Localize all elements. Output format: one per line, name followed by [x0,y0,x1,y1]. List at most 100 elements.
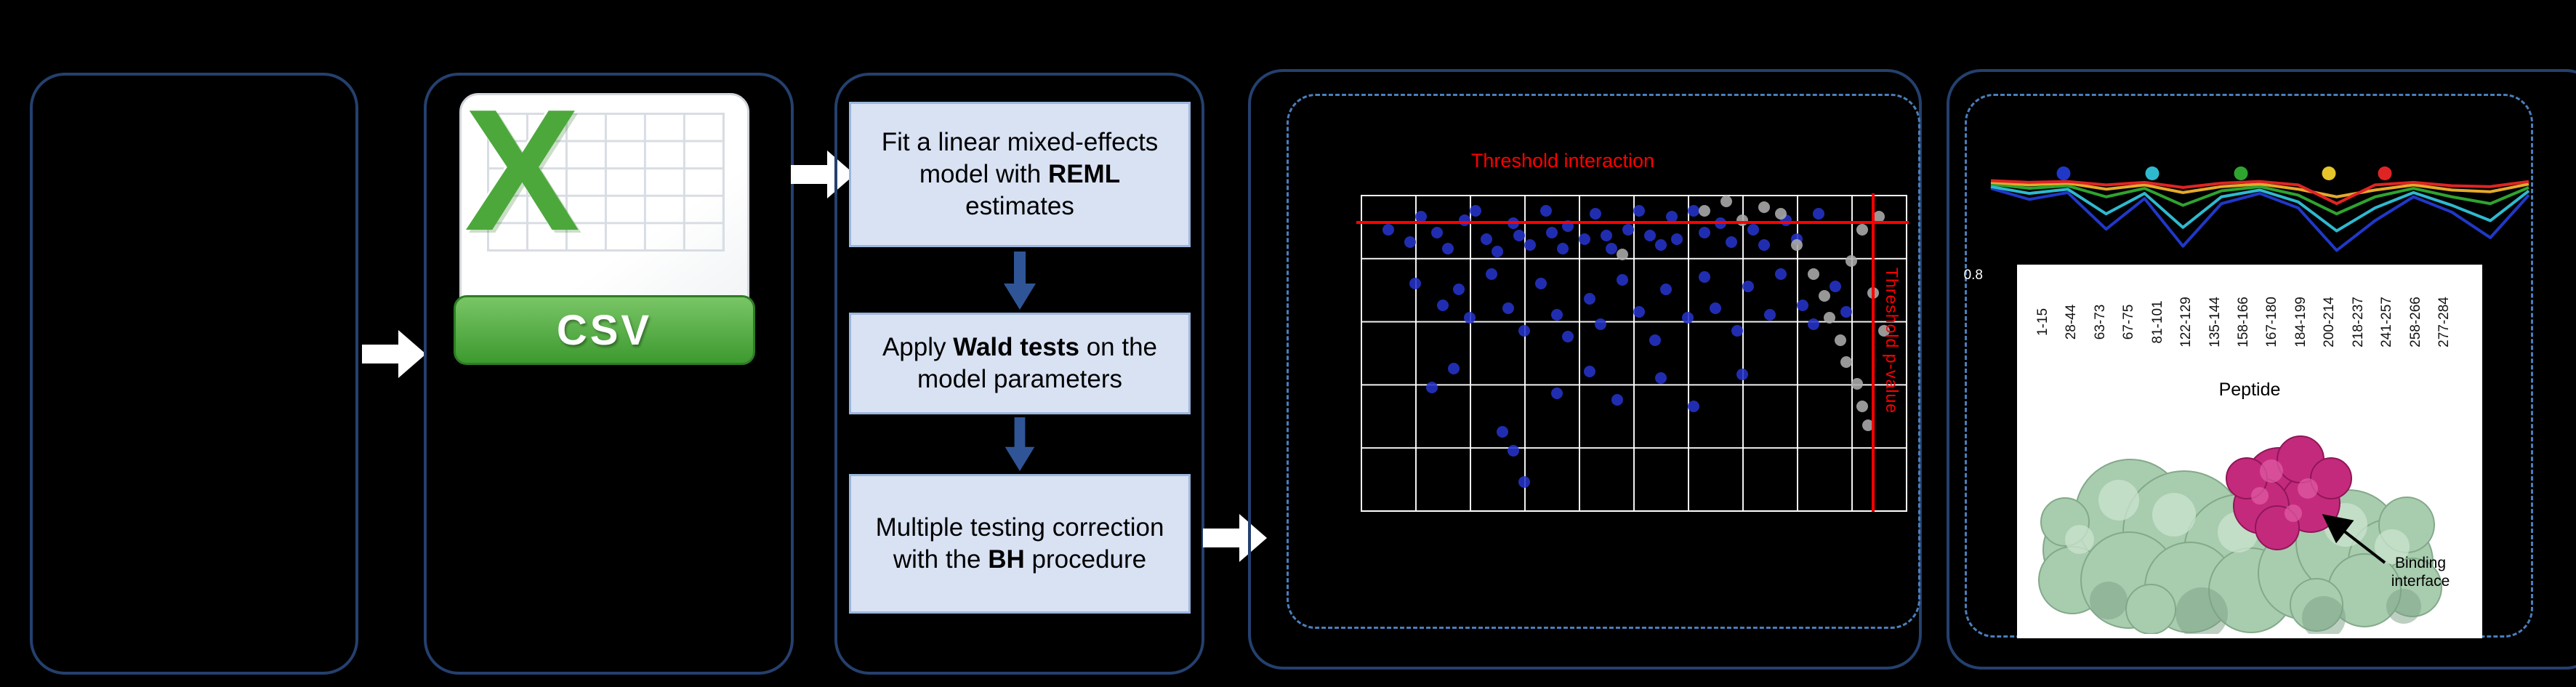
scatter-point [1796,299,1808,311]
deuterium-uptake-chart [1991,156,2529,278]
scatter-point [1698,270,1710,283]
scatter-point [1551,387,1563,400]
csv-banner: CSV [454,295,755,365]
scatter-point [1878,324,1890,337]
peptide-tick-label: 184-199 [2293,297,2309,347]
flow-arrow-right-3 [1203,514,1267,562]
timepoint-dot [2056,166,2071,180]
binding-site-magenta [2226,435,2352,550]
peptide-axis-title: Peptide [2218,379,2281,400]
scatter-point [1698,227,1710,239]
scatter-point [1807,318,1819,330]
scatter-point [1584,293,1595,305]
scatter-point [1665,211,1678,223]
uptake-series-line [1991,187,2529,231]
threshold-interaction-label: Threshold interaction [1470,150,1655,172]
scatter-point [1660,284,1672,296]
scatter-point [1840,356,1852,369]
scatter-point [1720,195,1732,207]
scatter-point [1480,233,1492,245]
scatter-point [1643,230,1656,242]
flow-arrow-right-1 [362,330,426,378]
scatter-point [1654,239,1667,252]
scatter-point [1731,324,1743,337]
binding-interface-arrow [2322,514,2386,564]
arrow-shape [1004,252,1036,310]
scatter-point [1502,302,1514,315]
scatter-point [1611,394,1623,406]
scatter-point [1813,208,1824,220]
scatter-point [1872,211,1885,223]
peptide-tick-label: 258-266 [2407,297,2423,347]
flow-arrow-right-2 [791,150,855,198]
panel-step5-outer [1947,69,2576,670]
step-text-pre: Fit a linear mixed-effects model with [881,128,1159,189]
scatter-point [1861,419,1874,431]
scatter-point [1382,223,1394,236]
scatter-point [1431,227,1443,239]
scatter-point [1524,239,1536,252]
scatter-point [1469,204,1481,217]
scatter-point [1447,362,1460,374]
scatter-point [1763,308,1776,321]
scatter-point [1600,230,1612,242]
panel-step4-results-plot [1248,69,1922,670]
scatter-point [1556,242,1569,254]
scatter-point [1436,299,1449,311]
scatter-point [1818,289,1830,302]
scatter-point [1584,366,1595,378]
step-text-post: procedure [1024,545,1147,574]
scatter-point [1464,312,1476,324]
peptide-tick-label: 158-166 [2236,297,2252,347]
scatter-point [1758,239,1770,252]
timepoint-dot [2378,166,2392,180]
timepoint-dots [1991,156,2529,278]
uptake-series-line [1991,182,2529,197]
step-text-post: on the model parameters [917,333,1158,393]
scatter-point [1687,400,1699,412]
timepoint-dot [2234,166,2248,180]
scatter-point [1442,242,1454,254]
scatter-point [1617,249,1628,261]
scatter-point [1595,318,1606,330]
step-text: Fit a linear mixed-effects model with RE… [870,126,1170,222]
timepoint-dot [2322,166,2336,180]
peptide-tick-label: 135-144 [2207,297,2223,347]
scatter-point [1486,268,1497,280]
threshold-pvalue-line [1871,193,1875,512]
scatter-point [1758,201,1770,214]
peptide-results-panel: 1-15 28-44 63-73 67-75 81-101 122-129 135-144 1… [2017,265,2482,638]
scatter-point [1747,223,1759,236]
scatter-point [1540,204,1552,217]
scatter-point [1508,444,1519,457]
scatter-point [1774,208,1787,220]
scatter-points-layer [1361,195,1906,510]
protein-surface-green [2038,459,2442,634]
scatter-point [1633,204,1645,217]
scatter-point [1824,312,1835,324]
scatter-point [1491,246,1503,258]
peptide-tick-label: 81-101 [2149,300,2165,344]
peptide-tick-label: 277-284 [2436,297,2452,347]
peptide-tick-label: 167-180 [2264,297,2280,347]
scatter-point [1545,227,1558,239]
peptide-tick-label: 241-257 [2379,297,2395,347]
scatter-point [1562,331,1574,343]
scatter-point [1589,208,1601,220]
step-text-bold: Wald tests [953,333,1079,362]
scatter-point [1742,280,1754,292]
scatter-point [1633,305,1645,318]
arrow-shape [791,150,855,198]
uptake-y-tick: 0.8 [1963,268,1983,283]
uptake-series-line [1991,181,2529,204]
step-text-bold: BH [988,545,1025,574]
step-text-pre: Apply [882,333,954,362]
step-text: Multiple testing correction with the BH … [870,512,1170,576]
scatter-point [1698,204,1710,217]
peptide-tick-label: 67-75 [2121,304,2137,340]
arrow-shape [1203,514,1267,562]
scatter-point [1513,230,1525,242]
scatter-point [1497,425,1508,438]
step-fit-mixed-model: Fit a linear mixed-effects model with RE… [849,102,1191,247]
scatter-point [1791,239,1803,252]
